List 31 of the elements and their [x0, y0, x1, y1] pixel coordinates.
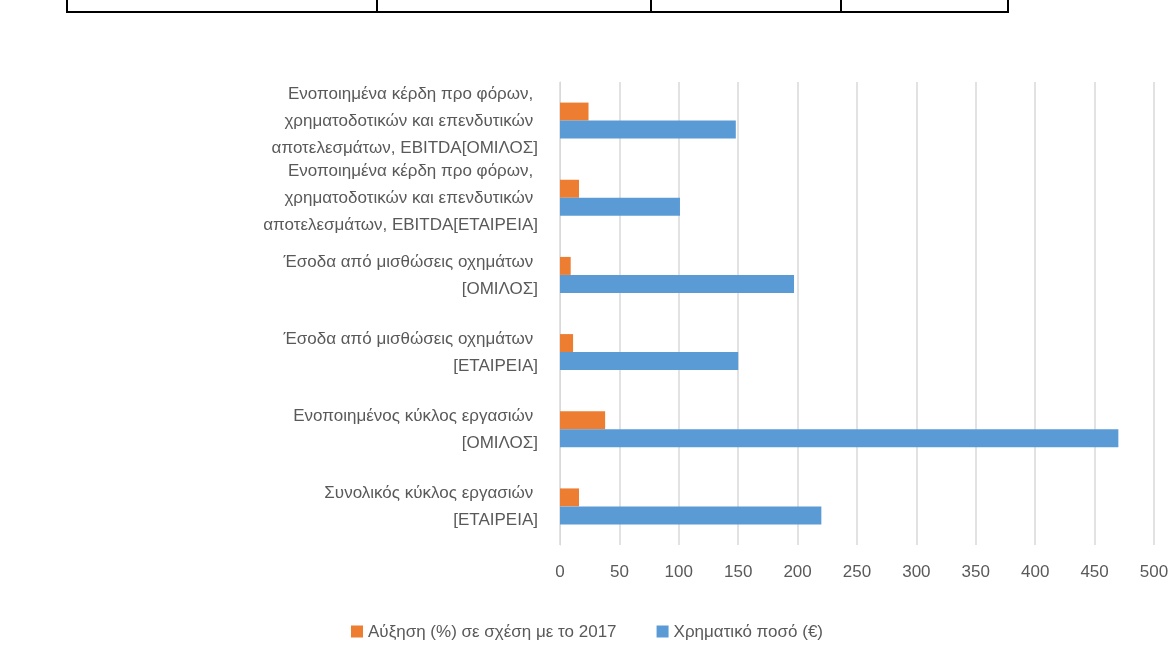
bar: [560, 256, 571, 275]
x-tick-label: 500: [1139, 562, 1169, 581]
y-tick-label: Έσοδα από μισθώσεις οχημάτων [ΟΜΙΛΟΣ]: [282, 251, 538, 298]
bar: [560, 488, 580, 507]
x-tick-label: 100: [664, 562, 693, 581]
bar: [560, 120, 736, 139]
bar: [560, 179, 580, 198]
y-tick-label: Ενοποιημένος κύκλος εργασιών [ΟΜΙΛΟΣ]: [293, 406, 538, 453]
bar: [560, 334, 574, 353]
legend-label: Χρηματικό ποσό (€): [673, 622, 824, 641]
x-tick-label: 200: [783, 562, 812, 581]
y-tick-label: Ενοποιημένα κέρδη προ φόρων, χρηματοδοτικών και επενδυτικών αποτελεσμάτων, EBITDA[ΟΜΙΛΟΣ]: [271, 84, 538, 158]
x-tick-label: 250: [842, 562, 872, 581]
x-tick-label: 350: [961, 562, 990, 581]
bar: [560, 429, 1119, 448]
x-tick-label: 400: [1021, 562, 1050, 581]
bar: [560, 102, 589, 121]
bar: [560, 274, 795, 293]
bar: [560, 197, 680, 216]
bar: [560, 411, 606, 430]
bar: [560, 506, 822, 525]
legend-label: Αύξηση (%) σε σχέση με το 2017: [368, 622, 617, 641]
x-tick-label: 300: [902, 562, 931, 581]
x-tick-label: 50: [609, 562, 629, 581]
x-tick-label: 450: [1080, 562, 1109, 581]
x-tick-label: 0: [555, 562, 565, 581]
y-tick-label: Συνολικός κύκλος εργασιών [ΕΤΑΙΡΕΙΑ]: [324, 483, 538, 530]
bar: [560, 352, 739, 371]
x-tick-label: 150: [724, 562, 753, 581]
y-tick-label: Ενοποιημένα κέρδη προ φόρων, χρηματοδοτικών και επενδυτικών αποτελεσμάτων, EBITDA[ΕΤΑΙΡΕΙΑ]: [263, 161, 538, 235]
y-tick-label: Έσοδα από μισθώσεις οχημάτων [ΕΤΑΙΡΕΙΑ]: [282, 329, 538, 376]
